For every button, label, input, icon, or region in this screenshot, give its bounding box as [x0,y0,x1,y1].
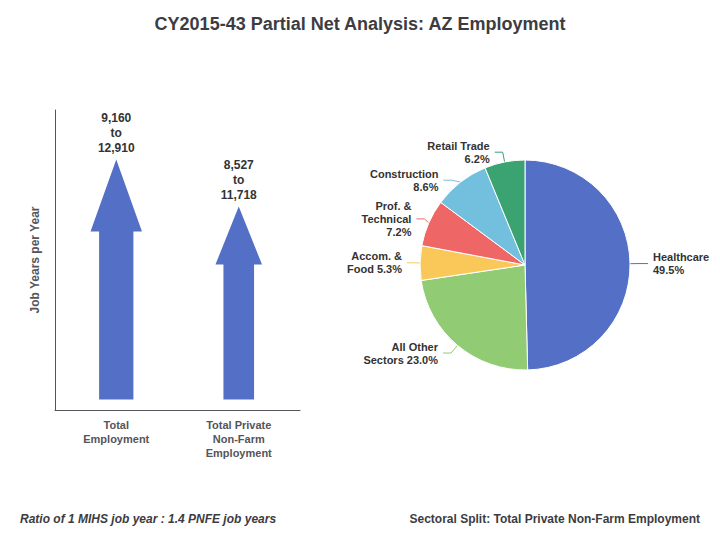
svg-text:All Other: All Other [392,341,439,353]
svg-text:to: to [233,173,244,187]
svg-text:8.6%: 8.6% [413,181,438,193]
svg-text:Employment: Employment [206,447,272,459]
svg-text:Total Private: Total Private [206,419,271,431]
svg-text:Ratio of 1 MIHS job year : 1.4: Ratio of 1 MIHS job year : 1.4 PNFE job … [20,512,276,526]
svg-text:Total: Total [104,419,129,431]
svg-text:11,718: 11,718 [221,188,257,202]
svg-text:Food 5.3%: Food 5.3% [347,263,402,275]
svg-text:Construction: Construction [370,168,439,180]
svg-text:Sectors 23.0%: Sectors 23.0% [363,354,438,366]
svg-text:Sectoral Split: Total Private: Sectoral Split: Total Private Non-Farm E… [410,512,701,526]
svg-text:Technical: Technical [362,213,412,225]
svg-text:6.2%: 6.2% [465,153,490,165]
svg-text:12,910: 12,910 [98,141,135,155]
svg-text:9,160: 9,160 [101,111,131,125]
svg-text:Non-Farm: Non-Farm [213,433,265,445]
svg-text:to: to [111,126,122,140]
svg-text:7.2%: 7.2% [386,226,411,238]
svg-text:Job Years per Year: Job Years per Year [28,206,42,313]
svg-text:Retail Trade: Retail Trade [427,140,489,152]
svg-text:Healthcare: Healthcare [653,251,709,263]
svg-text:8,527: 8,527 [224,158,254,172]
svg-text:Employment: Employment [83,433,149,445]
svg-text:49.5%: 49.5% [653,264,684,276]
svg-text:Accom. &: Accom. & [351,250,402,262]
svg-text:Prof. &: Prof. & [375,200,411,212]
svg-text:CY2015-43 Partial Net Analysis: CY2015-43 Partial Net Analysis: AZ Emplo… [155,14,566,34]
